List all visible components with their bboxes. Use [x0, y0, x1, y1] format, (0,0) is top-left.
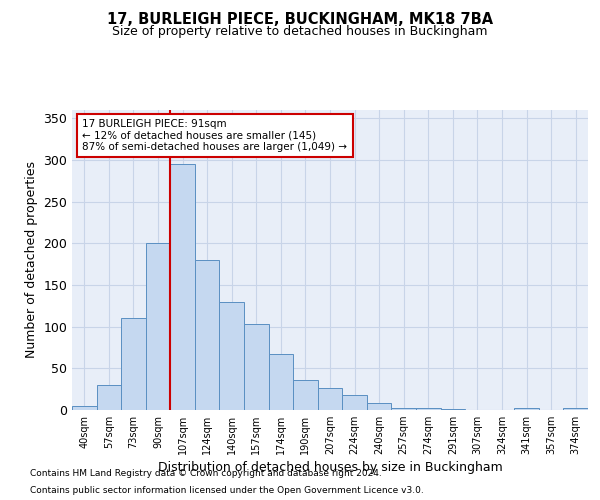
Bar	[514, 408, 539, 410]
Text: Contains HM Land Registry data © Crown copyright and database right 2024.: Contains HM Land Registry data © Crown c…	[30, 468, 382, 477]
Bar	[391, 408, 416, 410]
Bar	[440, 409, 465, 410]
Bar	[121, 318, 146, 410]
Bar	[293, 380, 318, 410]
Bar	[244, 324, 269, 410]
Bar	[72, 406, 97, 410]
Text: 17 BURLEIGH PIECE: 91sqm
← 12% of detached houses are smaller (145)
87% of semi-: 17 BURLEIGH PIECE: 91sqm ← 12% of detach…	[82, 119, 347, 152]
X-axis label: Distribution of detached houses by size in Buckingham: Distribution of detached houses by size …	[158, 462, 502, 474]
Bar	[97, 385, 121, 410]
Bar	[416, 408, 440, 410]
Bar	[146, 244, 170, 410]
Bar	[170, 164, 195, 410]
Text: Size of property relative to detached houses in Buckingham: Size of property relative to detached ho…	[112, 25, 488, 38]
Bar	[342, 395, 367, 410]
Bar	[220, 302, 244, 410]
Text: Contains public sector information licensed under the Open Government Licence v3: Contains public sector information licen…	[30, 486, 424, 495]
Y-axis label: Number of detached properties: Number of detached properties	[25, 162, 38, 358]
Bar	[563, 408, 588, 410]
Bar	[269, 354, 293, 410]
Bar	[367, 404, 391, 410]
Text: 17, BURLEIGH PIECE, BUCKINGHAM, MK18 7BA: 17, BURLEIGH PIECE, BUCKINGHAM, MK18 7BA	[107, 12, 493, 28]
Bar	[195, 260, 220, 410]
Bar	[318, 388, 342, 410]
